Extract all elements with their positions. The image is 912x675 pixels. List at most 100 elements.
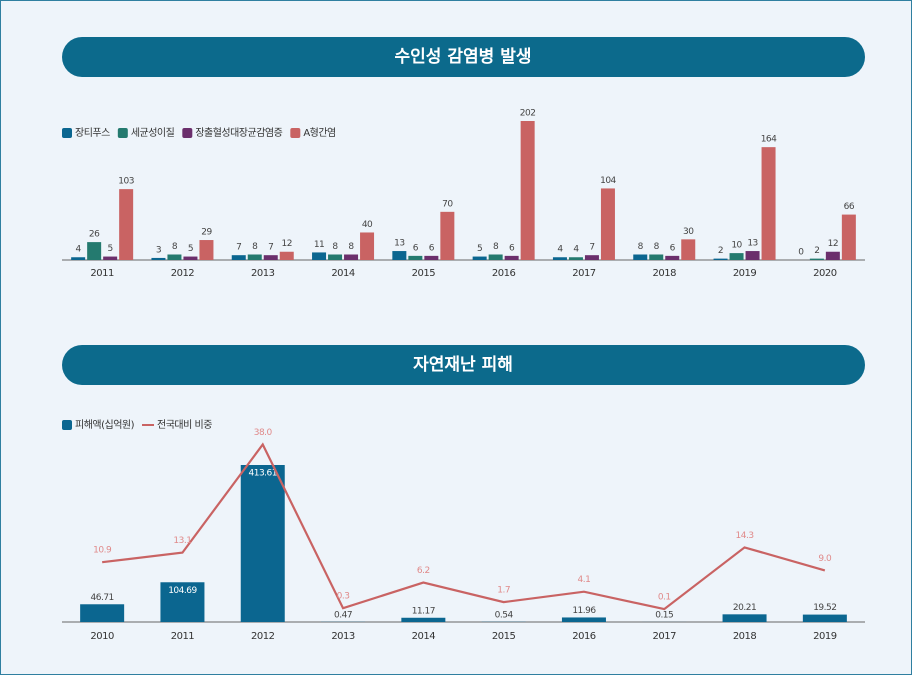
data-label: 20.21 bbox=[733, 603, 756, 613]
bar bbox=[199, 240, 214, 260]
data-label: 2 bbox=[718, 246, 723, 256]
data-label: 40 bbox=[362, 220, 373, 230]
x-tick-label: 2019 bbox=[813, 631, 837, 642]
bar bbox=[279, 251, 294, 260]
data-label: 8 bbox=[493, 242, 499, 252]
bar bbox=[103, 256, 118, 260]
x-tick-label: 2012 bbox=[251, 631, 275, 642]
bar bbox=[745, 251, 760, 260]
x-tick-label: 2018 bbox=[733, 631, 757, 642]
data-label: 9.0 bbox=[818, 554, 832, 564]
legend-label: 피해액(십억원) bbox=[75, 418, 135, 431]
bar bbox=[424, 255, 439, 260]
data-label: 5 bbox=[108, 244, 113, 254]
data-label: 46.71 bbox=[91, 593, 114, 603]
data-label: 3 bbox=[156, 245, 161, 255]
data-label: 0.1 bbox=[658, 593, 671, 603]
bar bbox=[167, 254, 182, 260]
bar bbox=[240, 465, 285, 622]
data-label: 0 bbox=[798, 248, 804, 258]
data-label: 4 bbox=[76, 245, 82, 255]
x-tick-label: 2017 bbox=[653, 631, 677, 642]
x-tick-label: 2019 bbox=[733, 268, 757, 279]
bar bbox=[681, 239, 696, 260]
data-label: 6 bbox=[413, 243, 419, 253]
x-tick-label: 2011 bbox=[90, 268, 114, 279]
data-label: 70 bbox=[442, 199, 453, 209]
bar bbox=[151, 257, 166, 260]
x-tick-label: 2013 bbox=[331, 631, 355, 642]
data-label: 30 bbox=[683, 227, 694, 237]
x-tick-label: 2016 bbox=[492, 268, 516, 279]
bar bbox=[504, 255, 519, 260]
data-label: 1.7 bbox=[497, 586, 510, 596]
bar bbox=[231, 255, 246, 260]
x-tick-label: 2016 bbox=[572, 631, 596, 642]
data-label: 5 bbox=[477, 244, 482, 254]
data-label: 5 bbox=[188, 244, 193, 254]
chart-title: 자연재난 피해 bbox=[413, 355, 513, 375]
bar bbox=[561, 617, 606, 622]
data-label: 29 bbox=[201, 228, 212, 238]
x-tick-label: 2017 bbox=[572, 268, 596, 279]
data-label: 0.47 bbox=[334, 610, 352, 620]
data-label: 10.9 bbox=[93, 546, 112, 556]
bar bbox=[520, 121, 535, 260]
bar bbox=[472, 256, 487, 260]
x-tick-label: 2013 bbox=[251, 268, 275, 279]
legend-swatch bbox=[290, 128, 301, 138]
data-label: 413.61 bbox=[249, 469, 278, 479]
bar bbox=[584, 255, 599, 260]
data-label: 66 bbox=[844, 202, 855, 212]
legend-label: 전국대비 비중 bbox=[157, 419, 212, 431]
data-label: 11 bbox=[314, 240, 324, 250]
data-label: 104.69 bbox=[168, 586, 197, 596]
legend-swatch bbox=[117, 128, 128, 138]
data-label: 19.52 bbox=[813, 603, 836, 613]
bar bbox=[71, 257, 86, 260]
data-label: 12 bbox=[828, 239, 838, 249]
data-label: 0.54 bbox=[495, 610, 514, 620]
data-label: 8 bbox=[654, 242, 660, 252]
x-tick-label: 2015 bbox=[492, 631, 516, 642]
data-label: 6 bbox=[509, 243, 515, 253]
bar bbox=[552, 257, 567, 260]
bar bbox=[841, 214, 856, 260]
bar bbox=[392, 251, 407, 260]
bar bbox=[360, 232, 375, 260]
legend-label: 세균성이질 bbox=[131, 127, 175, 139]
legend-swatch bbox=[62, 420, 72, 430]
data-label: 6 bbox=[429, 243, 435, 253]
bar bbox=[344, 254, 359, 260]
x-tick-label: 2018 bbox=[653, 268, 677, 279]
bar bbox=[761, 147, 776, 260]
data-label: 13 bbox=[747, 239, 757, 249]
data-label: 0.15 bbox=[655, 610, 673, 620]
data-label: 103 bbox=[118, 177, 134, 187]
data-label: 11.96 bbox=[572, 606, 596, 616]
bar bbox=[263, 255, 278, 260]
data-label: 7 bbox=[589, 243, 594, 253]
x-tick-label: 2010 bbox=[90, 631, 114, 642]
bar bbox=[408, 255, 423, 260]
title-banner bbox=[62, 345, 865, 385]
bar bbox=[568, 257, 583, 260]
x-tick-label: 2020 bbox=[813, 268, 837, 279]
x-tick-label: 2014 bbox=[331, 268, 355, 279]
data-label: 10 bbox=[731, 241, 742, 251]
data-label: 8 bbox=[172, 242, 178, 252]
data-label: 2 bbox=[814, 246, 819, 256]
legend-label: 장출혈성대장균감염증 bbox=[195, 126, 282, 139]
data-label: 26 bbox=[89, 230, 100, 240]
bar bbox=[160, 582, 205, 622]
bar bbox=[87, 242, 102, 260]
data-label: 6.2 bbox=[417, 566, 430, 576]
bar bbox=[600, 188, 615, 260]
bar bbox=[802, 614, 847, 622]
bar bbox=[633, 254, 648, 260]
bar bbox=[328, 254, 343, 260]
data-label: 104 bbox=[600, 176, 616, 186]
x-tick-label: 2011 bbox=[171, 631, 195, 642]
